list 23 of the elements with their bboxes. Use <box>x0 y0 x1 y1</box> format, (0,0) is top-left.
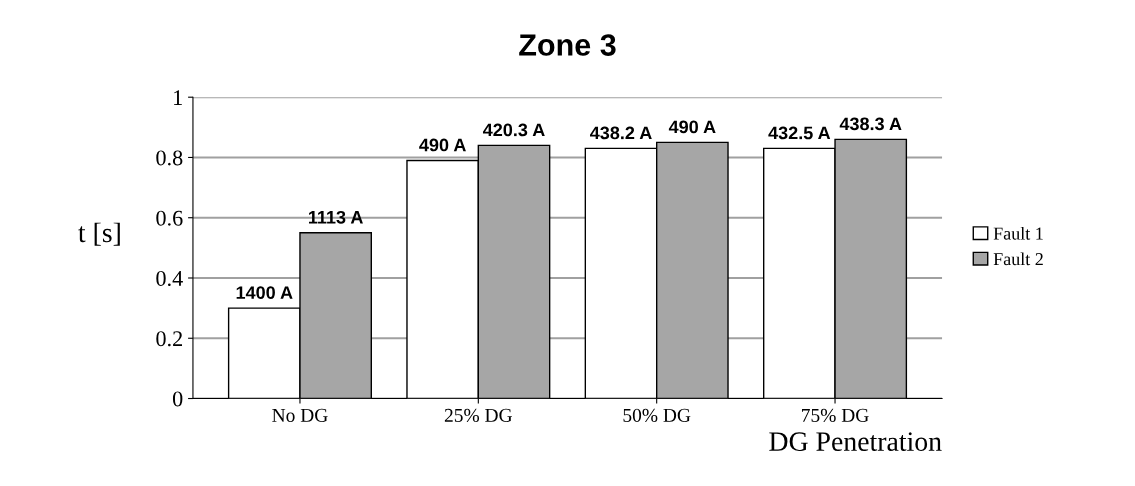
annotation: 490 A <box>419 138 466 152</box>
x-axis-title: DG Penetration <box>769 432 942 451</box>
y-tick-label: 0.2 <box>156 331 182 347</box>
x-tick-label: 25% DG <box>444 408 513 422</box>
y-axis-title: t [s] <box>78 222 120 246</box>
x-tick-label: 75% DG <box>802 408 869 422</box>
y-tick-label: 0.6 <box>156 210 183 226</box>
annotation: 432.5 A <box>768 126 831 140</box>
legend-label: Fault 1 <box>993 226 1043 240</box>
annotation: 1400 A <box>236 286 293 299</box>
annotation: 490 A <box>668 120 716 134</box>
annotation: 1113 A <box>309 210 363 224</box>
x-tick-label: 50% DG <box>623 408 691 422</box>
legend-label: Fault 2 <box>993 252 1043 266</box>
annotation: 420.3 A <box>482 123 545 137</box>
x-tick-label: No DG <box>272 408 328 422</box>
chart-title: Zone 3 <box>519 34 616 56</box>
y-tick-label: 1 <box>174 90 182 105</box>
annotation: 438.3 A <box>839 117 902 131</box>
y-tick-label: 0.8 <box>156 150 183 166</box>
y-tick-label: 0.4 <box>156 270 183 287</box>
y-tick-label: 0 <box>172 391 183 407</box>
annotation: 438.2 A <box>590 126 652 140</box>
